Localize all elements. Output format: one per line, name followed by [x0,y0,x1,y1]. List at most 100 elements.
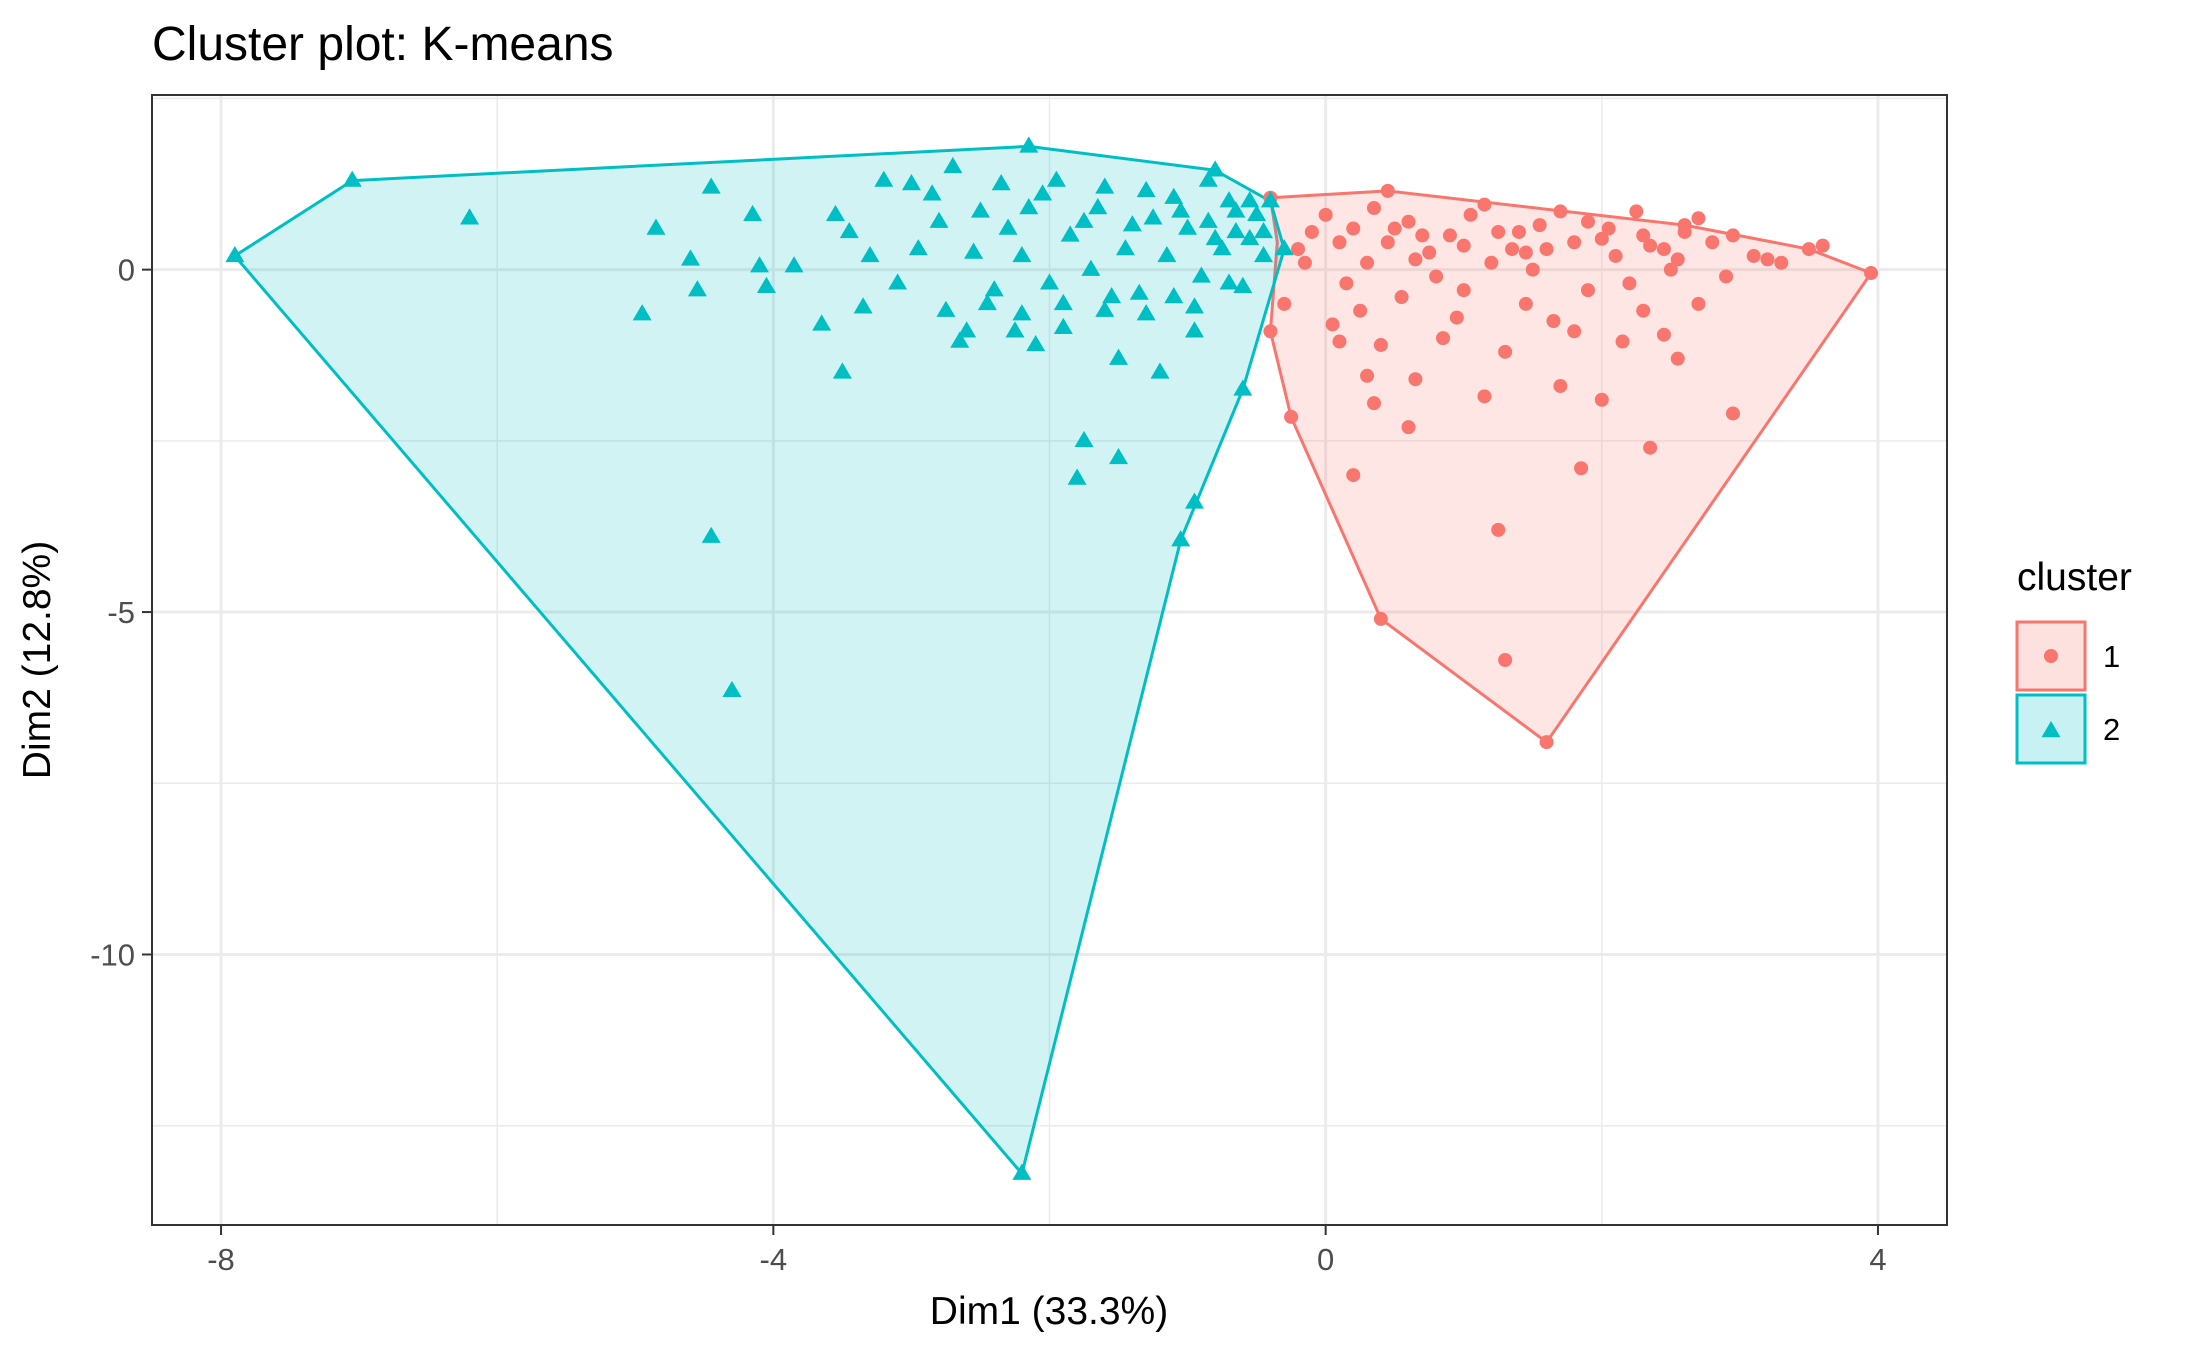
cluster-1-point [1725,406,1740,421]
cluster-2-point [1178,218,1198,235]
cluster-1-point [1567,235,1582,250]
cluster-1-point [1366,396,1381,411]
cluster-2-point [1095,177,1115,194]
cluster-1-point [1297,255,1312,270]
cluster-1-point [1594,392,1609,407]
legend-key-1-marker [2044,649,2058,663]
cluster-1-point [1505,242,1520,257]
legend-title: cluster [2017,556,2132,599]
cluster-1-point [1643,238,1658,253]
cluster-1-point [1553,204,1568,219]
cluster-1-point [1581,214,1595,229]
cluster-1-point [1429,269,1444,284]
cluster-2-point [964,242,984,259]
legend-label-2: 2 [2103,712,2120,747]
y-axis-ticks: 0 -5 -10 [90,253,152,972]
cluster-1-point [1815,238,1830,253]
cluster-2-point [1240,191,1260,208]
cluster-1-point [1801,242,1816,257]
cluster-1-point [1539,735,1554,750]
cluster-2-point [756,276,776,293]
cluster-1-point [1670,252,1685,267]
cluster-1-point [1449,310,1464,325]
cluster-2-point [1191,266,1211,283]
chart-title: Cluster plot: K-means [152,18,614,71]
cluster-1-point [1422,245,1437,260]
cluster-2-point [1012,245,1032,263]
cluster-1-point [1380,235,1395,250]
cluster-1-point [1719,269,1734,284]
cluster-1-point [1601,221,1616,236]
cluster-2-point [225,245,245,263]
cluster-1-point [1705,235,1720,250]
cluster-1-point [1553,379,1568,394]
cluster-2-point [998,218,1018,235]
legend-label-1: 1 [2103,639,2120,674]
cluster-1-point [1636,228,1651,243]
cluster-1-point [1339,276,1354,291]
cluster-2-point [1254,221,1274,239]
cluster-1-point [1663,262,1678,277]
cluster-1-point [1332,235,1347,250]
cluster-2-point [1150,362,1170,379]
cluster-2-point [1040,273,1059,290]
cluster-2-point [1219,273,1239,290]
cluster-2-point [1095,300,1115,317]
cluster-1-point [1760,252,1775,267]
cluster-1-point [1629,204,1644,219]
cluster-2-point [750,256,770,273]
cluster-2-point [1226,201,1246,218]
cluster-2-point [1184,297,1204,314]
cluster-2-point [701,177,721,194]
cluster-2-point [687,280,707,297]
cluster-2-point [1088,198,1108,215]
cluster-2-point [1171,530,1191,547]
cluster-2-point [1171,201,1191,218]
cluster-1-point [1456,283,1471,298]
cluster-2-point [1219,191,1239,208]
cluster-1-point [1380,183,1395,198]
cluster-1-point [1484,255,1499,270]
cluster-2-point [1157,245,1177,263]
cluster-1-point [1574,461,1589,476]
cluster-2-point [1254,245,1274,263]
cluster-1-point [1746,248,1761,263]
cluster-1-point [1622,276,1637,291]
cluster-2-point [1205,160,1225,177]
cluster-1-point [1546,314,1561,328]
cluster-2-point [1122,215,1142,232]
cluster-2-point [1102,287,1122,304]
cluster-1-point [1477,389,1492,404]
cluster-2-point [784,256,804,273]
cluster-1-point [1353,303,1368,318]
cluster-1-point [1304,224,1319,239]
cluster-1-point [1491,522,1506,537]
cluster-2-point [681,249,700,266]
cluster-2-point [1046,170,1066,187]
cluster-2-point [1226,221,1246,239]
cluster-1-point [1373,337,1388,352]
cluster-1-point [1401,420,1416,435]
cluster-2-point [1164,287,1184,304]
cluster-1-point [1608,248,1623,263]
cluster-2-point [1033,184,1053,201]
plot-border [151,94,1948,1226]
cluster-1-point [1387,221,1402,236]
cluster-2-point [1212,239,1232,256]
cluster-1-point [1325,317,1340,332]
cluster-2-point [1012,1163,1032,1180]
cluster-2-point [908,239,928,256]
cluster-2-point [1143,208,1163,225]
cluster-1-point [1346,468,1361,483]
cluster-2-point [701,526,721,543]
cluster-2-point [943,156,963,174]
cluster-1-point [1643,440,1658,455]
cluster-1-point [1360,368,1375,383]
cluster-2-hull [233,144,1286,1176]
cluster-2-point [901,174,921,191]
cluster-2-point [991,174,1011,191]
y-tick-label: 0 [118,253,135,288]
x-axis-ticks: -8 -4 0 4 [207,1225,1887,1277]
x-tick-label: -8 [207,1242,235,1277]
cluster-2-point [929,211,949,228]
